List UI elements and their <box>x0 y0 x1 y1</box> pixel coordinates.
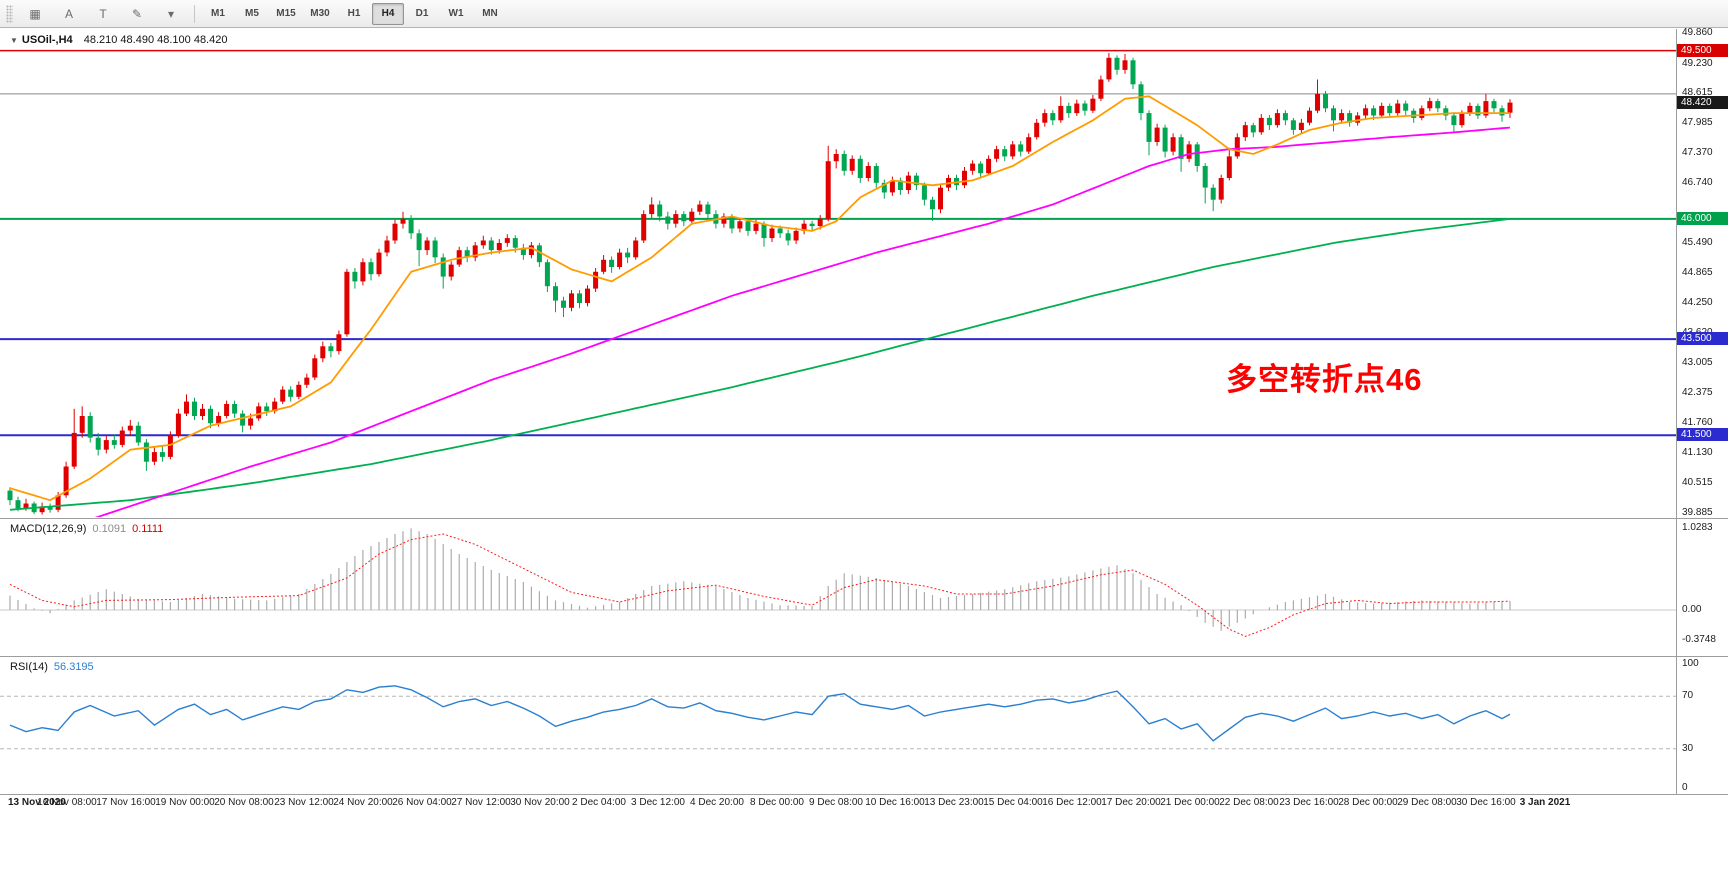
ma_mid-line <box>94 126 1511 517</box>
rsi-panel[interactable] <box>0 657 1676 793</box>
rsi-axis-label: 30 <box>1682 743 1694 754</box>
rsi-axis-label: 100 <box>1682 658 1699 669</box>
rsi-line <box>9 685 1511 742</box>
timeframe-button-W1[interactable]: W1 <box>448 8 464 19</box>
price-axis-label: 49.860 <box>1682 27 1713 38</box>
time-axis-label: 13 Nov 2020 <box>8 797 66 808</box>
price-badge-48.420: 48.420 <box>1677 96 1728 109</box>
time-axis-label: 16 Dec 12:00 <box>1042 797 1102 808</box>
rsi-value: 56.3195 <box>53 661 94 673</box>
ma_fast-line <box>9 95 1510 502</box>
collapse-arrow-icon[interactable]: ▼ <box>10 36 18 45</box>
price-axis-label: 49.230 <box>1682 58 1713 69</box>
time-axis-label: 17 Dec 20:00 <box>1101 797 1161 808</box>
chart-title: ▼ USOil-,H4 48.210 48.490 48.100 48.420 <box>10 34 227 46</box>
annotation-text: 多空转折点46 <box>1226 362 1423 397</box>
time-axis-label: 9 Dec 08:00 <box>809 797 863 808</box>
timeframe-group: M1 M5 M15 M30 H1 H4 D1 W1 MN <box>201 2 507 25</box>
panel-separator <box>0 794 1728 795</box>
toolbar-icon-group: ▦ A T ✎ ▾ <box>18 3 188 25</box>
time-axis-label: 30 Nov 20:00 <box>510 797 570 808</box>
time-axis-label: 19 Nov 00:00 <box>155 797 215 808</box>
rsi-name: RSI(14) <box>10 661 48 673</box>
macd-name: MACD(12,26,9) <box>10 523 87 535</box>
ohlc-values: 48.210 48.490 48.100 48.420 <box>83 34 228 46</box>
price-axis-label: 42.375 <box>1682 387 1713 398</box>
toolbar-drag-handle[interactable] <box>6 4 13 23</box>
price-axis-label: 45.490 <box>1682 237 1713 248</box>
time-axis-label: 8 Dec 00:00 <box>750 797 804 808</box>
time-axis-label: 28 Dec 00:00 <box>1338 797 1398 808</box>
rsi-axis-label: 0 <box>1682 782 1688 793</box>
ma_slow-line <box>9 218 1511 511</box>
timeframe-button-M5[interactable]: M5 <box>245 8 259 19</box>
timeframe-button-M1[interactable]: M1 <box>211 8 225 19</box>
rsi-axis-label: 70 <box>1682 690 1694 701</box>
time-axis-label: 2 Dec 04:00 <box>572 797 626 808</box>
time-axis-label: 30 Dec 16:00 <box>1456 797 1516 808</box>
time-axis-label: 3 Jan 2021 <box>1519 797 1571 808</box>
time-axis-label: 26 Nov 04:00 <box>392 797 452 808</box>
time-axis-label: 13 Dec 23:00 <box>924 797 984 808</box>
time-axis-label: 24 Nov 20:00 <box>333 797 393 808</box>
toolbar-separator <box>194 4 195 23</box>
timeframe-button-H4[interactable]: H4 <box>372 2 404 25</box>
price-axis-label: 40.515 <box>1682 477 1713 488</box>
price-axis-label: 41.760 <box>1682 417 1713 428</box>
time-axis-label: 15 Dec 04:00 <box>983 797 1043 808</box>
price-axis-label: 39.885 <box>1682 507 1713 518</box>
timeframe-button-M15[interactable]: M15 <box>276 8 296 19</box>
macd-axis-label: 0.00 <box>1682 604 1702 615</box>
price-badge-43.500: 43.500 <box>1677 332 1728 345</box>
macd-signal-value: 0.1111 <box>132 523 164 535</box>
panel-separator[interactable] <box>0 656 1728 657</box>
time-axis-label: 21 Dec 00:00 <box>1160 797 1220 808</box>
price-axis-label: 44.865 <box>1682 267 1713 278</box>
toolbar: ▦ A T ✎ ▾ M1 M5 M15 M30 H1 H4 D1 W1 MN <box>0 0 1728 28</box>
price-axis-separator <box>1676 29 1677 794</box>
timeframe-button-M30[interactable]: M30 <box>310 8 330 19</box>
tick-chart-icon[interactable]: ▦ <box>29 6 41 21</box>
price-axis-label: 44.250 <box>1682 297 1713 308</box>
macd-main-value: 0.1091 <box>92 523 127 535</box>
macd-signal-line <box>9 533 1511 637</box>
candles <box>7 53 1513 515</box>
macd-axis-label: -0.3748 <box>1682 634 1716 645</box>
price-axis-label: 47.985 <box>1682 117 1713 128</box>
time-axis-label: 4 Dec 20:00 <box>690 797 744 808</box>
text-tool-button[interactable]: T <box>99 6 107 21</box>
price-axis-label: 48.615 <box>1682 87 1713 98</box>
macd-label: MACD(12,26,9) 0.1091 0.1111 <box>10 523 163 535</box>
price-badge-46.000: 46.000 <box>1677 212 1728 225</box>
macd-axis-label: 1.0283 <box>1682 522 1713 533</box>
macd-panel[interactable] <box>0 519 1676 655</box>
time-axis-label: 27 Nov 12:00 <box>451 797 511 808</box>
rsi-label: RSI(14) 56.3195 <box>10 661 94 673</box>
time-axis-label: 22 Dec 08:00 <box>1219 797 1279 808</box>
price-badge-49.500: 49.500 <box>1677 44 1728 57</box>
macd-histogram <box>9 528 1511 631</box>
time-axis-label: 16 Nov 08:00 <box>37 797 97 808</box>
time-axis-label: 23 Nov 12:00 <box>274 797 334 808</box>
symbol-period-label: USOil-,H4 <box>21 34 73 46</box>
timeframe-button-H1[interactable]: H1 <box>347 8 361 19</box>
dropdown-icon[interactable]: ▾ <box>167 6 175 21</box>
price-axis-label: 41.130 <box>1682 447 1713 458</box>
time-axis-label: 23 Dec 16:00 <box>1279 797 1339 808</box>
time-axis-label: 29 Dec 08:00 <box>1397 797 1457 808</box>
price-chart[interactable] <box>0 29 1676 517</box>
time-axis-label: 3 Dec 12:00 <box>631 797 685 808</box>
timeframe-button-D1[interactable]: D1 <box>415 8 429 19</box>
time-axis-label: 20 Nov 08:00 <box>214 797 274 808</box>
time-axis-label: 17 Nov 16:00 <box>96 797 156 808</box>
panel-separator[interactable] <box>0 518 1728 519</box>
price-axis-label: 43.005 <box>1682 357 1713 368</box>
price-axis-label: 47.370 <box>1682 147 1713 158</box>
price-axis-label: 46.740 <box>1682 177 1713 188</box>
draw-tools-icon[interactable]: ✎ <box>131 6 143 21</box>
time-axis-label: 10 Dec 16:00 <box>865 797 925 808</box>
price-badge-41.500: 41.500 <box>1677 428 1728 441</box>
timeframe-button-MN[interactable]: MN <box>482 8 498 19</box>
text-label-button[interactable]: A <box>64 6 73 21</box>
